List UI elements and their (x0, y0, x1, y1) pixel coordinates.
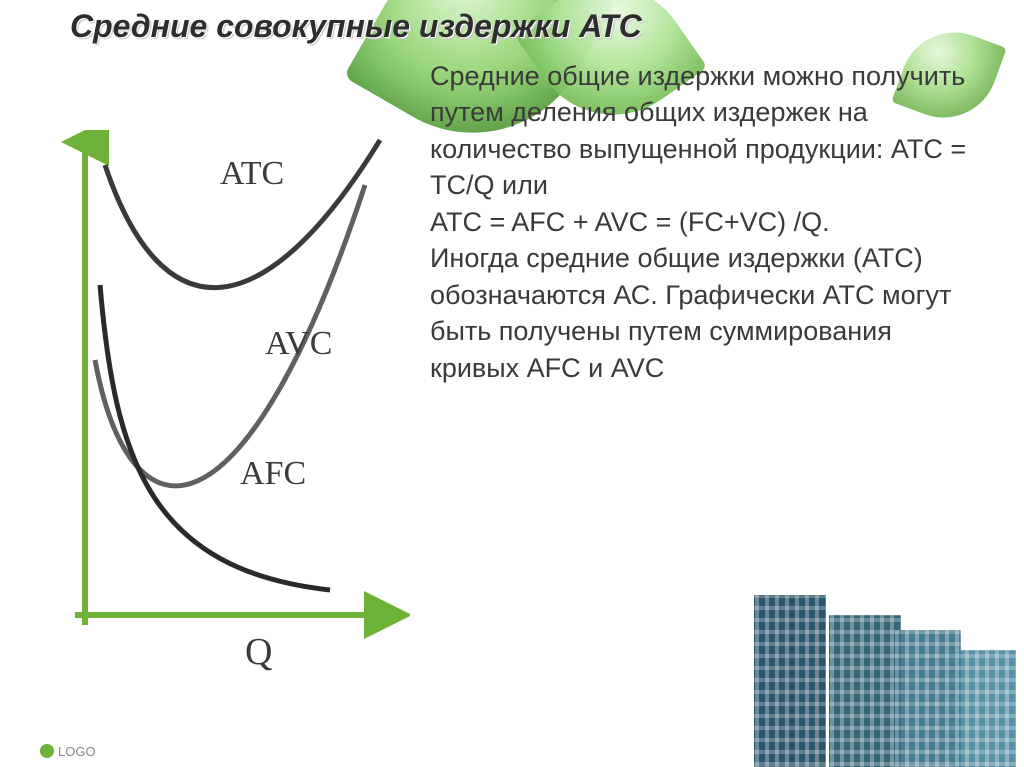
x-axis-label: Q (245, 630, 272, 674)
atc-label: ATC (220, 155, 284, 193)
building-shape (894, 630, 961, 767)
afc-label: AFC (240, 455, 306, 493)
building-shape (954, 650, 1016, 767)
buildings-decoration (724, 587, 1024, 767)
logo-placeholder: LOGO (40, 744, 96, 759)
slide: Средние совокупные издержки АТС Средние … (0, 0, 1024, 767)
building-shape (754, 595, 826, 767)
chart-svg (30, 130, 410, 650)
page-title: Средние совокупные издержки АТС (70, 8, 642, 45)
avc-label: AVC (265, 325, 332, 363)
body-paragraph: Средние общие издержки можно получить пу… (430, 58, 984, 386)
building-shape (829, 615, 901, 767)
logo-bullet-icon (40, 744, 54, 758)
cost-curves-chart: ATC AVC AFC Q (30, 130, 410, 650)
logo-text: LOGO (58, 744, 96, 759)
